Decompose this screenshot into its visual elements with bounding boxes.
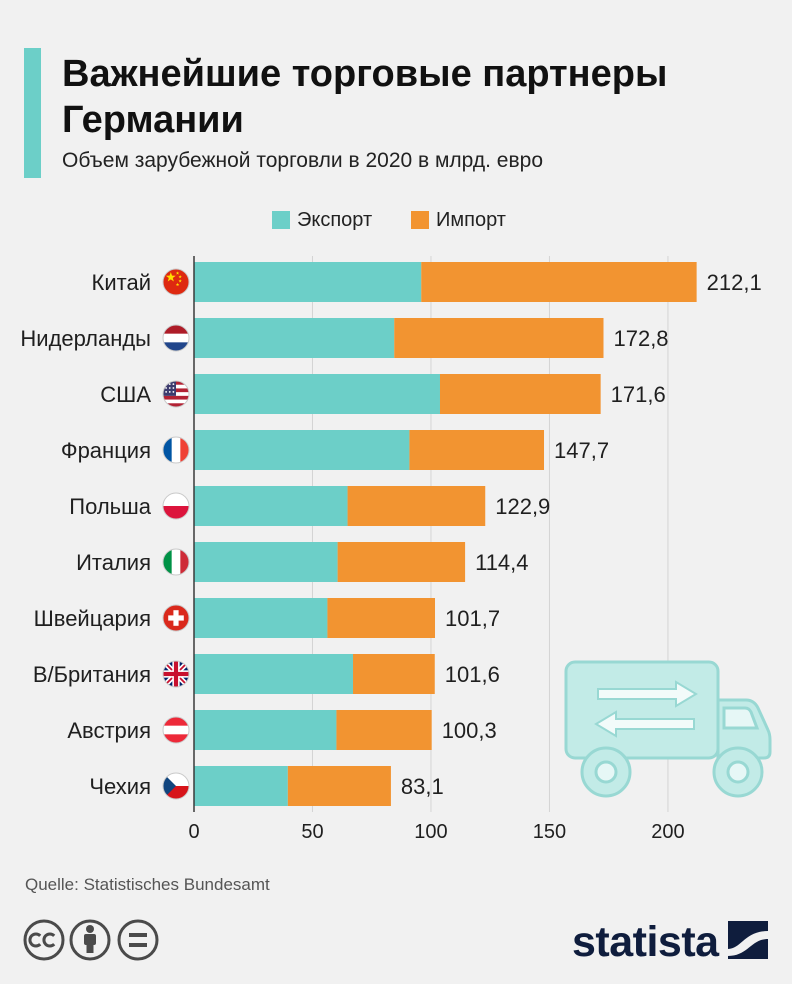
no-derivatives-icon bbox=[117, 919, 159, 961]
category-label: Чехия bbox=[89, 774, 151, 799]
bar-row: В/Британия 101,6 bbox=[33, 654, 500, 694]
legend-label-export: Экспорт bbox=[297, 209, 373, 231]
value-label: 171,6 bbox=[611, 382, 666, 407]
italy-flag-icon bbox=[162, 548, 190, 576]
x-tick-label: 50 bbox=[301, 821, 323, 843]
export-bar-segment bbox=[194, 766, 288, 806]
export-bar-segment bbox=[194, 262, 422, 302]
bar-row: Швейцария 101,7 bbox=[34, 598, 500, 638]
bar-row: Италия 114,4 bbox=[76, 542, 529, 582]
category-label: Швейцария bbox=[34, 606, 151, 631]
netherlands-flag-icon bbox=[162, 324, 190, 352]
bar-row: Франция 147,7 bbox=[61, 430, 609, 470]
bar-row: Чехия 83,1 bbox=[89, 766, 444, 806]
usa-flag-icon bbox=[162, 380, 190, 408]
austria-flag-icon bbox=[162, 716, 190, 744]
value-label: 114,4 bbox=[475, 550, 528, 575]
value-label: 147,7 bbox=[554, 438, 609, 463]
category-label: Франция bbox=[61, 438, 151, 463]
export-bar-segment bbox=[194, 318, 395, 358]
attribution-icon bbox=[69, 919, 111, 961]
category-label: США bbox=[100, 382, 151, 407]
source-note: Quelle: Statistisches Bundesamt bbox=[25, 875, 270, 894]
china-flag-icon bbox=[162, 268, 190, 296]
import-bar-segment bbox=[347, 486, 486, 526]
axis-layer: 0 50 100 150 200 bbox=[188, 256, 685, 843]
import-bar-segment bbox=[337, 542, 466, 582]
x-tick-label: 0 bbox=[188, 821, 199, 843]
value-label: 101,6 bbox=[445, 662, 500, 687]
value-label: 100,3 bbox=[442, 718, 497, 743]
x-tick-label: 200 bbox=[651, 821, 684, 843]
value-label: 172,8 bbox=[613, 326, 668, 351]
import-bar-segment bbox=[287, 766, 391, 806]
export-bar-segment bbox=[194, 542, 338, 582]
chart-subtitle: Объем зарубежной торговли в 2020 в млрд.… bbox=[62, 149, 544, 172]
import-bar-segment bbox=[327, 598, 436, 638]
title-accent-bar bbox=[24, 48, 41, 178]
import-bar-segment bbox=[336, 710, 432, 750]
category-label: Италия bbox=[76, 550, 151, 575]
poland-flag-icon bbox=[162, 492, 190, 520]
export-bar-segment bbox=[194, 654, 354, 694]
switzerland-flag-icon bbox=[162, 604, 190, 632]
value-label: 101,7 bbox=[445, 606, 500, 631]
import-bar-segment bbox=[421, 262, 697, 302]
legend-swatch-export bbox=[272, 211, 290, 229]
category-label: Австрия bbox=[67, 718, 151, 743]
export-bar-segment bbox=[194, 598, 328, 638]
statista-wordmark: statista bbox=[572, 918, 719, 966]
cc-license-icon bbox=[23, 919, 65, 961]
import-bar-segment bbox=[439, 374, 601, 414]
delivery-truck-icon bbox=[564, 660, 772, 798]
value-label: 122,9 bbox=[495, 494, 550, 519]
value-label: 212,1 bbox=[707, 270, 762, 295]
bar-row: Австрия 100,3 bbox=[67, 710, 497, 750]
bar-row: Китай 212,1 bbox=[92, 262, 762, 302]
export-bar-segment bbox=[194, 486, 348, 526]
bar-row: Нидерланды 172,8 bbox=[20, 318, 669, 358]
export-bar-segment bbox=[194, 710, 337, 750]
chart-title: Важнейшие торговые партнеры Германии bbox=[62, 53, 668, 141]
legend-label-import: Импорт bbox=[436, 209, 506, 231]
category-label: Нидерланды bbox=[20, 326, 151, 351]
france-flag-icon bbox=[162, 436, 190, 464]
import-bar-segment bbox=[409, 430, 545, 470]
value-label: 83,1 bbox=[401, 774, 444, 799]
bar-row: Польша 122,9 bbox=[69, 486, 550, 526]
export-bar-segment bbox=[194, 430, 410, 470]
legend-swatch-import bbox=[411, 211, 429, 229]
export-bar-segment bbox=[194, 374, 440, 414]
category-label: Польша bbox=[69, 494, 152, 519]
statista-logo-icon bbox=[728, 921, 768, 959]
x-tick-label: 150 bbox=[533, 821, 566, 843]
category-label: Китай bbox=[92, 270, 151, 295]
uk-flag-icon bbox=[162, 660, 190, 688]
czechia-flag-icon bbox=[162, 772, 190, 800]
category-label: В/Британия bbox=[33, 662, 151, 687]
import-bar-segment bbox=[394, 318, 604, 358]
import-bar-segment bbox=[353, 654, 435, 694]
x-tick-label: 100 bbox=[414, 821, 447, 843]
bar-row: США 171,6 bbox=[100, 374, 666, 414]
